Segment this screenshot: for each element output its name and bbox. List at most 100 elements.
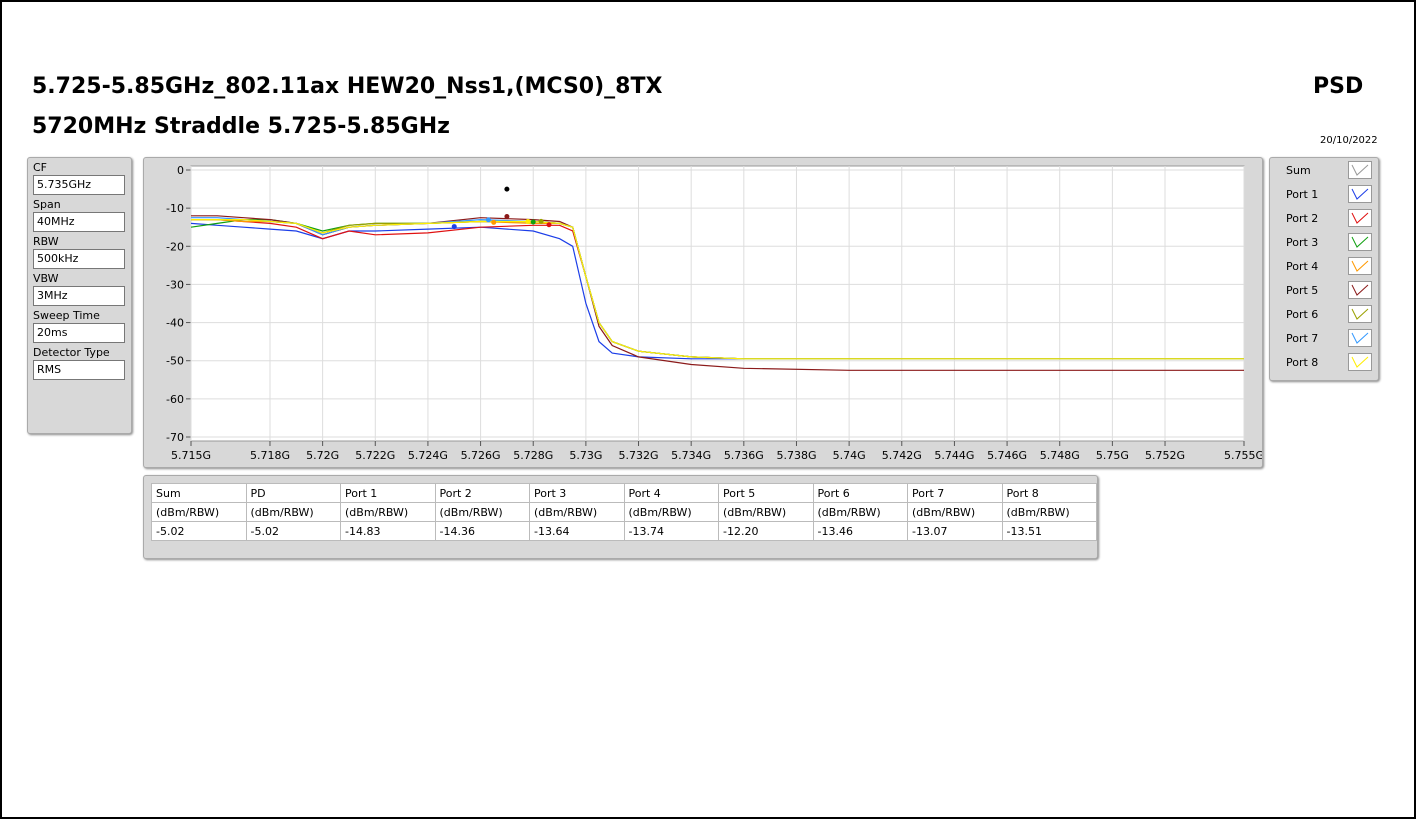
setting-value: 3MHz (33, 286, 125, 306)
x-tick-label: 5.752G (1145, 449, 1185, 462)
x-tick-label: 5.744G (934, 449, 974, 462)
setting-value: 20ms (33, 323, 125, 343)
table-cell: -13.46 (812, 521, 908, 541)
table-cell: (dBm/RBW) (245, 502, 341, 522)
peak-marker (504, 214, 510, 220)
legend-entry: Port 4 (1270, 254, 1378, 278)
x-tick-label: 5.715G (171, 449, 211, 462)
legend-label: Port 5 (1286, 283, 1319, 297)
x-tick-label: 5.738G (776, 449, 816, 462)
table-cell: Port 7 (907, 483, 1003, 503)
legend-swatch (1351, 188, 1369, 200)
legend-swatch (1351, 356, 1369, 368)
x-tick-label: 5.72G (306, 449, 339, 462)
x-tick-label: 5.75G (1096, 449, 1129, 462)
x-tick-label: 5.728G (513, 449, 553, 462)
legend-entry: Port 3 (1270, 230, 1378, 254)
date: 20/10/2022 (1320, 135, 1378, 146)
table-cell: -5.02 (245, 521, 341, 541)
legend-icon (1348, 257, 1372, 275)
y-tick-label: -70 (166, 431, 184, 444)
table-cell: Port 8 (1001, 483, 1097, 503)
table-cell: -14.36 (434, 521, 530, 541)
legend-swatch (1351, 212, 1369, 224)
table-cell: (dBm/RBW) (340, 502, 436, 522)
table-cell: Port 4 (623, 483, 719, 503)
y-tick-label: -30 (166, 278, 184, 291)
x-tick-label: 5.748G (1040, 449, 1080, 462)
legend-swatch (1351, 284, 1369, 296)
y-tick-label: -40 (166, 317, 184, 330)
legend-label: Port 4 (1286, 259, 1319, 273)
table-cell: (dBm/RBW) (718, 502, 814, 522)
x-tick-label: 5.746G (987, 449, 1027, 462)
table-cell: (dBm/RBW) (623, 502, 719, 522)
y-tick-label: -10 (166, 202, 184, 215)
legend-entry: Port 1 (1270, 182, 1378, 206)
x-tick-label: 5.722G (355, 449, 395, 462)
legend-entry: Port 8 (1270, 350, 1378, 374)
legend-entry: Port 5 (1270, 278, 1378, 302)
table-cell: (dBm/RBW) (151, 502, 247, 522)
setting-label: RBW (33, 235, 59, 248)
legend-label: Port 8 (1286, 355, 1319, 369)
table: Sum PD Port 1 Port 2 Port 3 Port 4 Port 5 Port … (151, 483, 1097, 541)
legend-swatch (1351, 308, 1369, 320)
table-cell: -12.20 (718, 521, 814, 541)
legend-icon (1348, 185, 1372, 203)
peak-marker (485, 217, 491, 223)
legend-swatch (1351, 332, 1369, 344)
table-cell: (dBm/RBW) (812, 502, 908, 522)
x-tick-label: 5.726G (461, 449, 501, 462)
table-cell: -13.07 (907, 521, 1003, 541)
legend-entry: Port 2 (1270, 206, 1378, 230)
x-tick-label: 5.74G (833, 449, 866, 462)
legend-swatch (1351, 260, 1369, 272)
setting-value: 5.735GHz (33, 175, 125, 195)
y-tick-label: -60 (166, 393, 184, 406)
legend-label: Port 1 (1286, 187, 1319, 201)
legend-icon (1348, 233, 1372, 251)
table-cell: (dBm/RBW) (907, 502, 1003, 522)
x-tick-label: 5.736G (724, 449, 764, 462)
table-row: (dBm/RBW) (dBm/RBW) (dBm/RBW) (dBm/RBW) (dBm… (151, 502, 1097, 522)
table-row: Sum PD Port 1 Port 2 Port 3 Port 4 Port 5 Port … (151, 483, 1097, 503)
table-cell: Port 6 (812, 483, 908, 503)
x-tick-label: 5.732G (619, 449, 659, 462)
table-cell: -14.83 (340, 521, 436, 541)
peak-marker (538, 218, 544, 224)
table-cell: Port 2 (434, 483, 530, 503)
legend-icon (1348, 161, 1372, 179)
table-cell: -13.74 (623, 521, 719, 541)
legend-icon (1348, 353, 1372, 371)
x-tick-label: 5.718G (250, 449, 290, 462)
chart-panel: 0 -10 -20 -30 -40 -50 -60 -70 5.715G 5.718G 5.72G 5… (143, 157, 1264, 468)
legend-label: Port 6 (1286, 307, 1319, 321)
legend-swatch (1351, 164, 1369, 176)
table-cell: -13.51 (1001, 521, 1097, 541)
x-tick-label: 5.734G (671, 449, 711, 462)
settings-panel: CF 5.735GHz Span 40MHz RBW 500kHz VBW 3MHz Sweep… (27, 157, 132, 434)
chart: 0 -10 -20 -30 -40 -50 -60 -70 5.715G 5.718G 5.72G 5… (166, 164, 1264, 462)
peak-marker (504, 186, 510, 192)
setting-label: VBW (33, 272, 59, 285)
legend-entry: Port 7 (1270, 326, 1378, 350)
mode: PSD (1313, 74, 1364, 99)
peak-marker (491, 219, 497, 225)
x-tick-label: 5.73G (569, 449, 602, 462)
table-cell: (dBm/RBW) (1001, 502, 1097, 522)
legend-label: Sum (1286, 163, 1311, 177)
subtitle: 5720MHz Straddle 5.725-5.85GHz (32, 114, 450, 139)
y-tick-label: -20 (166, 240, 184, 253)
table-cell: -5.02 (151, 521, 247, 541)
x-tick-label: 5.724G (408, 449, 448, 462)
setting-label: Detector Type (33, 346, 110, 359)
legend-icon (1348, 209, 1372, 227)
table-cell: Port 1 (340, 483, 436, 503)
table-cell: (dBm/RBW) (434, 502, 530, 522)
table-cell: Port 3 (529, 483, 625, 503)
x-tick-label: 5.755G (1224, 449, 1262, 462)
peak-marker (530, 219, 536, 225)
peak-marker (525, 219, 531, 225)
